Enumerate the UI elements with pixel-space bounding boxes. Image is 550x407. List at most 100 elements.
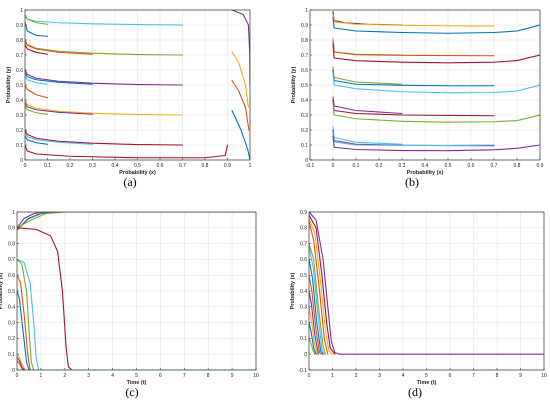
x-tick-label: 0.6 bbox=[468, 163, 475, 169]
series-line-3 bbox=[25, 21, 49, 37]
chart-panel-2: -0.1 0 0.1 0.2 0.3 0.4 0.5 0.6 0.7 0.8 0.900.10.20… bbox=[291, 8, 544, 189]
series-line-5 bbox=[25, 40, 94, 55]
series-line-7 bbox=[25, 69, 184, 86]
x-tick-label: 8 bbox=[496, 373, 499, 379]
series-line-3 bbox=[332, 16, 540, 34]
series-line-11 bbox=[309, 322, 317, 355]
x-axis-label: Probability (x) bbox=[119, 170, 156, 176]
y-tick-label: 0.1 bbox=[301, 143, 308, 149]
x-tick-label: 1 bbox=[40, 373, 43, 379]
series-group bbox=[17, 212, 256, 370]
x-axis-label: Time (t) bbox=[127, 380, 147, 386]
x-tick-label: 6 bbox=[449, 373, 452, 379]
y-tick-label: 0.8 bbox=[300, 226, 307, 232]
y-tick-label: 0.7 bbox=[16, 53, 23, 59]
series-line-13 bbox=[25, 105, 49, 115]
series-line-7 bbox=[309, 258, 324, 355]
y-tick-label: -0.1 bbox=[298, 368, 307, 374]
x-tick-label: 0.5 bbox=[134, 163, 141, 169]
series-line-2 bbox=[25, 15, 49, 25]
chart-panel-3: 0 1 2 3 4 5 6 7 8 9 10 0 0.1 0.2 0.3 0.4 0.5 0.6 0.7 0.8 0.9… bbox=[0, 210, 259, 399]
series-line-15 bbox=[25, 132, 94, 145]
series-line-17 bbox=[25, 144, 229, 159]
series-line-1 bbox=[309, 212, 544, 355]
y-axis-label: Probability (y) bbox=[291, 66, 297, 103]
y-tick-label: 0.1 bbox=[8, 352, 15, 358]
x-tick-label: 7 bbox=[472, 373, 475, 379]
x-tick-label: 5 bbox=[135, 373, 138, 379]
y-tick-label: 0.2 bbox=[300, 320, 307, 326]
series-line-9 bbox=[25, 75, 49, 85]
y-tick-label: 0.2 bbox=[301, 128, 308, 134]
series-line-8 bbox=[17, 274, 31, 370]
y-tick-label: 0.7 bbox=[300, 241, 307, 247]
axes-frame bbox=[16, 211, 257, 371]
y-tick-label: 0.3 bbox=[300, 305, 307, 311]
x-tick-label: 0 bbox=[24, 163, 27, 169]
y-tick-label: 0.7 bbox=[301, 53, 308, 59]
series-line-3 bbox=[309, 217, 334, 355]
series-group bbox=[309, 212, 544, 355]
y-tick-label: 0.5 bbox=[8, 289, 15, 295]
x-tick-label: 0.3 bbox=[89, 163, 96, 169]
x-tick-label: 0.2 bbox=[67, 163, 74, 169]
y-tick-label: 0.3 bbox=[8, 320, 15, 326]
y-tick-label: 0 bbox=[304, 352, 307, 358]
y-tick-label: 0 bbox=[12, 368, 15, 374]
series-line-4 bbox=[17, 212, 256, 229]
series-line-8 bbox=[309, 274, 323, 355]
series-line-12 bbox=[17, 359, 24, 370]
y-tick-label: 1 bbox=[305, 8, 308, 14]
x-tick-label: 0.2 bbox=[376, 163, 383, 169]
series-line-1 bbox=[17, 212, 256, 229]
x-tick-label: 10 bbox=[541, 373, 547, 379]
y-tick-label: 0.9 bbox=[300, 210, 307, 216]
x-tick-label: 0.8 bbox=[514, 163, 521, 169]
x-tick-label: 0.4 bbox=[422, 163, 429, 169]
y-axis-label: Probability (x) bbox=[0, 272, 4, 309]
x-tick-label: 3 bbox=[378, 373, 381, 379]
series-line-10 bbox=[17, 353, 26, 370]
y-tick-label: 0.9 bbox=[301, 23, 308, 29]
panel-caption: (b) bbox=[405, 175, 419, 189]
y-tick-label: 0.4 bbox=[16, 98, 23, 104]
x-tick-label: 2 bbox=[355, 373, 358, 379]
series-line-11 bbox=[17, 356, 25, 370]
x-tick-label: 0.7 bbox=[491, 163, 498, 169]
x-tick-label: 0.1 bbox=[353, 163, 360, 169]
x-tick-label: 1 bbox=[249, 163, 252, 169]
series-line-11 bbox=[25, 99, 184, 116]
x-tick-label: 0 bbox=[308, 373, 311, 379]
y-tick-label: 0 bbox=[20, 158, 23, 164]
y-axis-label: Probability (x) bbox=[290, 272, 296, 309]
y-tick-label: 0.8 bbox=[16, 38, 23, 44]
y-tick-label: 0.6 bbox=[301, 68, 308, 74]
x-tick-label: 0.4 bbox=[112, 163, 119, 169]
series-group bbox=[332, 10, 540, 152]
y-tick-label: 0.1 bbox=[16, 143, 23, 149]
y-tick-label: 0.9 bbox=[8, 226, 15, 232]
y-tick-label: 0.1 bbox=[300, 336, 307, 342]
y-tick-label: 0.5 bbox=[301, 83, 308, 89]
x-tick-label: 4 bbox=[402, 373, 405, 379]
x-tick-label: 0.1 bbox=[44, 163, 51, 169]
x-tick-label: 9 bbox=[519, 373, 522, 379]
y-tick-label: 0.8 bbox=[301, 38, 308, 44]
series-line-6 bbox=[17, 258, 256, 370]
x-tick-label: 0 bbox=[16, 373, 19, 379]
x-tick-label: 9 bbox=[231, 373, 234, 379]
x-tick-label: 10 bbox=[253, 373, 259, 379]
series-line-16 bbox=[332, 135, 540, 152]
y-tick-label: 1 bbox=[12, 210, 15, 216]
y-tick-label: 0.9 bbox=[16, 23, 23, 29]
x-tick-label: 0 bbox=[332, 163, 335, 169]
series-line-14 bbox=[25, 129, 184, 146]
y-tick-label: 0.6 bbox=[300, 257, 307, 263]
x-tick-label: 1 bbox=[331, 373, 334, 379]
y-tick-label: 0.4 bbox=[301, 98, 308, 104]
y-tick-label: 0.2 bbox=[16, 128, 23, 134]
series-line-5 bbox=[309, 243, 327, 355]
panel-caption: (a) bbox=[123, 175, 136, 189]
x-tick-label: 5 bbox=[425, 373, 428, 379]
x-tick-label: 0.7 bbox=[179, 163, 186, 169]
